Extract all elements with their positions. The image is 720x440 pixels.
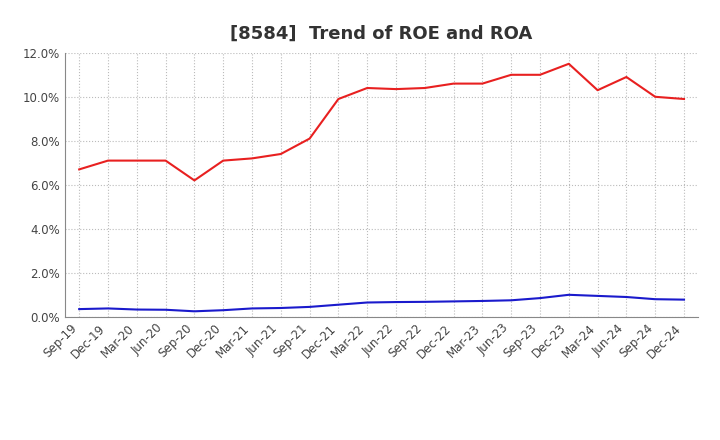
ROA xyxy=(507,297,516,303)
ROA xyxy=(132,307,141,312)
ROA xyxy=(190,308,199,314)
ROE xyxy=(564,61,573,66)
ROE xyxy=(334,96,343,102)
ROE xyxy=(478,81,487,86)
ROE xyxy=(507,72,516,77)
ROE xyxy=(622,74,631,80)
ROA xyxy=(392,299,400,304)
ROA xyxy=(478,298,487,304)
ROA xyxy=(593,293,602,298)
ROA xyxy=(363,300,372,305)
ROE xyxy=(219,158,228,163)
ROA xyxy=(536,296,544,301)
ROE xyxy=(276,151,285,157)
ROA xyxy=(564,292,573,297)
ROE xyxy=(651,94,660,99)
ROE xyxy=(190,178,199,183)
Line: ROA: ROA xyxy=(79,295,684,311)
ROA xyxy=(420,299,429,304)
ROA xyxy=(248,306,256,311)
ROA xyxy=(334,302,343,307)
ROE xyxy=(132,158,141,163)
ROE xyxy=(75,167,84,172)
ROA xyxy=(75,306,84,312)
ROA xyxy=(622,294,631,300)
ROE xyxy=(104,158,112,163)
ROE xyxy=(593,88,602,93)
ROA xyxy=(305,304,314,310)
ROA xyxy=(651,297,660,302)
ROA xyxy=(449,299,458,304)
Line: ROE: ROE xyxy=(79,64,684,180)
ROA xyxy=(276,305,285,311)
ROE xyxy=(680,96,688,102)
ROE xyxy=(305,136,314,141)
ROE xyxy=(161,158,170,163)
ROA xyxy=(161,307,170,312)
Title: [8584]  Trend of ROE and ROA: [8584] Trend of ROE and ROA xyxy=(230,25,533,43)
ROE xyxy=(449,81,458,86)
ROE xyxy=(248,156,256,161)
ROE xyxy=(363,85,372,91)
ROE xyxy=(536,72,544,77)
ROA xyxy=(104,306,112,311)
ROA xyxy=(680,297,688,302)
ROE xyxy=(420,85,429,91)
ROA xyxy=(219,308,228,313)
ROE xyxy=(392,86,400,92)
